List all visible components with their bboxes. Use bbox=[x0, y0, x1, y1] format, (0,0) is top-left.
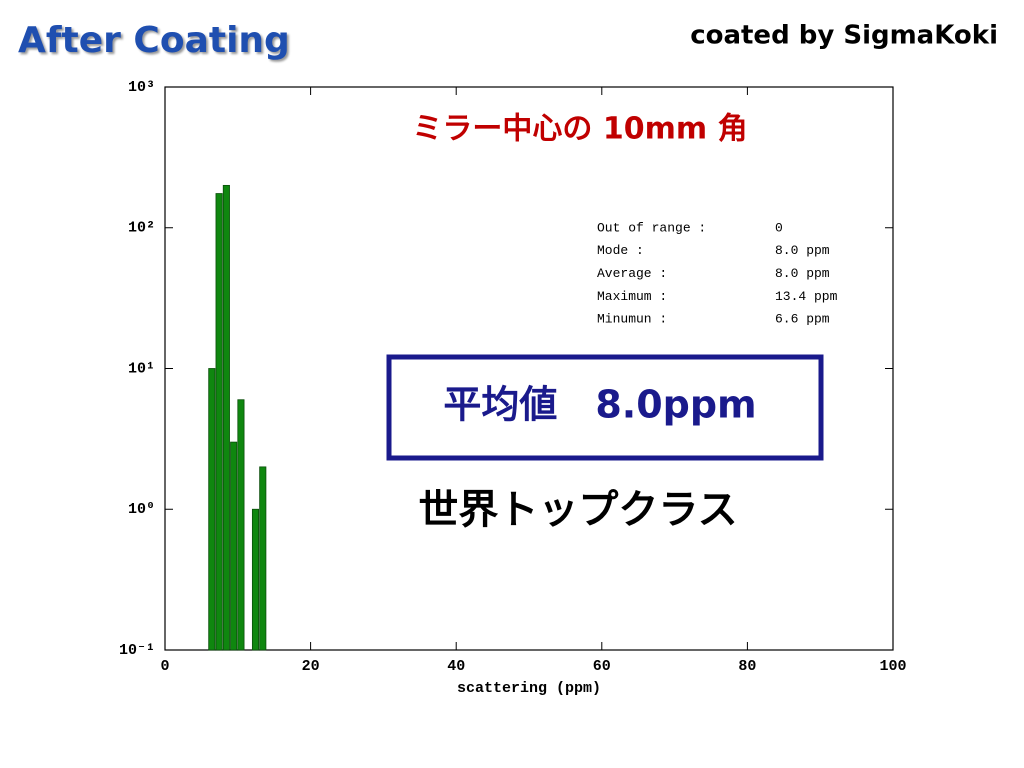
x-tick-label: 60 bbox=[593, 658, 611, 675]
bar bbox=[230, 441, 238, 651]
bar bbox=[237, 399, 245, 651]
bar bbox=[251, 508, 260, 651]
y-tick-label: 10² bbox=[128, 220, 155, 237]
slide-title: After Coating bbox=[18, 20, 290, 61]
y-tick-label: 10⁻¹ bbox=[119, 642, 155, 659]
bar bbox=[215, 193, 223, 651]
x-axis-label: scattering (ppm) bbox=[457, 680, 601, 697]
credit: coated by SigmaKoki bbox=[690, 21, 998, 51]
y-tick-label: 10⁰ bbox=[128, 501, 155, 518]
stat-value: 8.0 ppm bbox=[775, 243, 830, 258]
stat-label: Out of range : bbox=[597, 220, 706, 235]
caption: 世界トップクラス bbox=[418, 487, 737, 533]
annotation: ミラー中心の 10mm 角 bbox=[412, 112, 747, 147]
highlight-text: 平均値 8.0ppm bbox=[443, 383, 756, 427]
stat-value: 8.0 ppm bbox=[775, 266, 830, 281]
stat-value: 13.4 ppm bbox=[775, 289, 838, 304]
stat-label: Mode : bbox=[597, 243, 644, 258]
y-tick-label: 10¹ bbox=[128, 360, 155, 377]
x-tick-label: 40 bbox=[447, 658, 465, 675]
x-tick-label: 20 bbox=[302, 658, 320, 675]
y-tick-label: 10³ bbox=[128, 79, 155, 96]
stat-label: Average : bbox=[597, 266, 667, 281]
stat-label: Maximum : bbox=[597, 289, 667, 304]
stat-label: Minumun : bbox=[597, 312, 667, 327]
x-tick-label: 80 bbox=[738, 658, 756, 675]
x-tick-label: 0 bbox=[160, 658, 169, 675]
highlight-box bbox=[386, 354, 824, 461]
bar bbox=[208, 368, 216, 651]
x-tick-label: 100 bbox=[879, 658, 906, 675]
bar bbox=[259, 466, 267, 651]
bar bbox=[222, 184, 230, 651]
stat-value: 0 bbox=[775, 220, 783, 235]
stat-value: 6.6 ppm bbox=[775, 312, 830, 327]
